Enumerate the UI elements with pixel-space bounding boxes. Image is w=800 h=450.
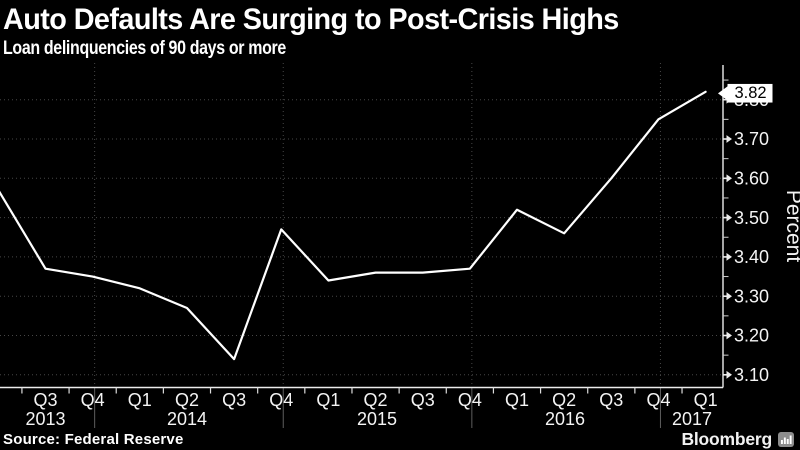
- series-line: [0, 90, 707, 361]
- y-tick-arrow-icon: [726, 331, 732, 340]
- x-tick-label: Q2: [364, 390, 388, 410]
- y-tick-label: 3.10: [734, 365, 769, 385]
- y-tick-arrow-icon: [726, 253, 732, 261]
- y-tick-arrow-icon: [726, 135, 732, 143]
- value-flag-label: 3.82: [734, 84, 766, 102]
- bloomberg-bars-icon: [778, 432, 794, 447]
- page-subtitle: Loan delinquencies of 90 days or more: [3, 38, 286, 59]
- year-label: 2013: [25, 409, 65, 429]
- y-tick-arrow-icon: [726, 174, 732, 183]
- year-label: 2014: [167, 409, 207, 429]
- y-tick-arrow-icon: [726, 370, 732, 379]
- y-tick-arrow-icon: [726, 292, 732, 301]
- y-axis-title: Percent: [782, 190, 800, 263]
- source-note: Source: Federal Reserve: [3, 431, 184, 448]
- y-tick-label: 3.70: [734, 129, 769, 149]
- x-tick-label: Q2: [175, 390, 199, 410]
- x-tick-label: Q1: [128, 390, 152, 410]
- value-flag-pointer: [718, 86, 728, 101]
- year-label: 2017: [672, 409, 712, 429]
- x-tick-label: Q4: [269, 390, 293, 410]
- y-tick-label: 3.20: [734, 326, 769, 346]
- x-tick-label: Q3: [33, 390, 57, 410]
- value-flag: [727, 83, 773, 103]
- y-tick-label: 3.50: [734, 208, 769, 228]
- attribution-text: Bloomberg: [681, 429, 772, 449]
- y-tick-label: 3.60: [734, 169, 769, 189]
- y-tick-label: 3.30: [734, 286, 769, 306]
- attribution: Bloomberg: [681, 429, 794, 450]
- x-tick-label: Q4: [81, 390, 105, 410]
- year-label: 2015: [357, 409, 397, 429]
- x-tick-label: Q3: [411, 390, 435, 410]
- y-tick-label: 3.40: [734, 247, 769, 267]
- x-tick-label: Q3: [222, 390, 246, 410]
- x-tick-label: Q3: [599, 390, 623, 410]
- x-tick-label: Q4: [458, 390, 482, 410]
- year-label: 2016: [545, 409, 585, 429]
- x-tick-label: Q4: [646, 390, 670, 410]
- x-tick-label: Q2: [552, 390, 576, 410]
- y-tick-arrow-icon: [726, 213, 732, 222]
- x-tick-label: Q1: [316, 390, 340, 410]
- x-tick-label: Q1: [694, 390, 718, 410]
- page-title: Auto Defaults Are Surging to Post-Crisis…: [3, 3, 619, 36]
- x-tick-label: Q1: [505, 390, 529, 410]
